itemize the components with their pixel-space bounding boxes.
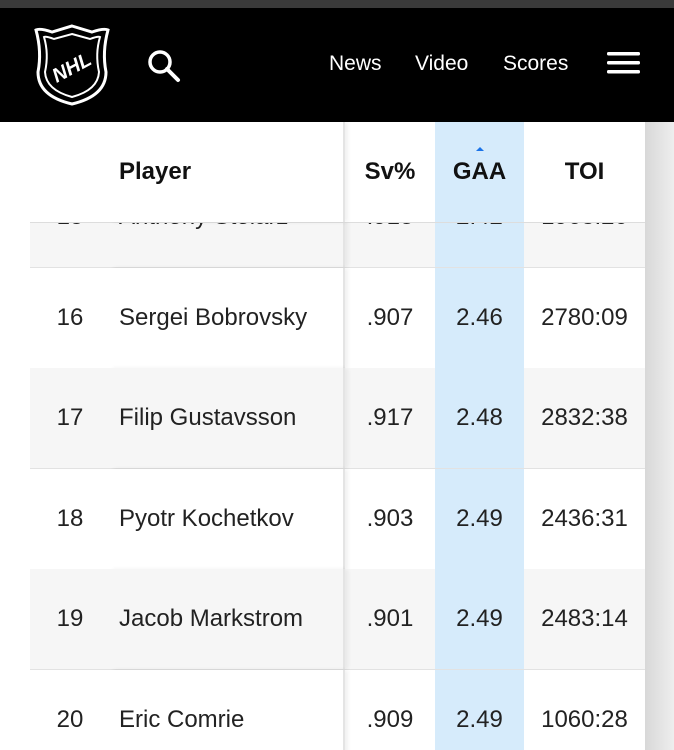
sort-arrow bbox=[476, 147, 484, 151]
table-row[interactable]: 20 Eric Comrie .909 2.49 1060:28 bbox=[30, 669, 645, 750]
table-cell: .917 bbox=[366, 404, 414, 431]
table-cell: 2780:09 bbox=[541, 303, 628, 331]
table-cell: 20 bbox=[56, 705, 84, 733]
table-cell: Jacob Markstrom bbox=[110, 569, 345, 669]
table-cell: .903 bbox=[366, 504, 414, 532]
table-cell: 1060:28 bbox=[541, 705, 628, 733]
table-cell: 2.49 bbox=[435, 468, 524, 569]
nav-link[interactable]: News bbox=[329, 52, 382, 75]
menu-bar bbox=[607, 61, 640, 65]
logo-shield bbox=[34, 24, 110, 106]
column-header[interactable]: Player bbox=[110, 122, 345, 222]
scroll-shade bbox=[645, 122, 674, 750]
table-cell: Sergei Bobrovsky bbox=[110, 267, 345, 368]
table-cell: 2.48 bbox=[435, 368, 524, 468]
table-cell: 18 bbox=[56, 504, 84, 532]
search-glass bbox=[148, 50, 172, 74]
table-row[interactable]: 19 Jacob Markstrom .901 2.49 2483:14 bbox=[30, 569, 645, 670]
table-cell: 2436:31 bbox=[541, 504, 628, 532]
menu-bar bbox=[607, 70, 640, 74]
table-row[interactable]: 16 Sergei Bobrovsky .907 2.46 2780:09 bbox=[30, 267, 645, 369]
nav-link[interactable]: Scores bbox=[503, 52, 569, 75]
table-row[interactable]: 17 Filip Gustavsson .917 2.48 2832:38 bbox=[30, 368, 645, 469]
table-cell: Filip Gustavsson bbox=[110, 368, 345, 468]
table-cell: Pyotr Kochetkov bbox=[110, 468, 345, 569]
nhl-logo[interactable]: NHL bbox=[32, 22, 112, 106]
table-cell: 16 bbox=[56, 303, 84, 331]
table-cell: 2.49 bbox=[435, 569, 524, 669]
status-strip bbox=[0, 0, 674, 8]
table-cell: 2.46 bbox=[435, 267, 524, 368]
sort-triangle bbox=[476, 147, 484, 151]
column-header[interactable]: Sv% bbox=[364, 158, 416, 185]
search-icon[interactable] bbox=[146, 48, 182, 84]
column-header[interactable]: GAA bbox=[435, 122, 524, 222]
table-cell: .909 bbox=[366, 705, 414, 733]
logo-inner bbox=[42, 32, 102, 99]
table-cell: Eric Comrie bbox=[110, 669, 345, 750]
table-cell: 2483:14 bbox=[541, 605, 628, 632]
table-cell: 19 bbox=[56, 605, 84, 632]
menu-bar bbox=[607, 52, 640, 56]
table-cell: .901 bbox=[366, 605, 414, 632]
column-header[interactable]: TOI bbox=[564, 158, 605, 185]
nav-link[interactable]: Video bbox=[415, 52, 469, 75]
table-header: Player Sv% GAA TOI bbox=[30, 122, 645, 223]
nav-bar: NHL News Video Scores bbox=[0, 8, 674, 122]
table-cell: .907 bbox=[366, 303, 414, 331]
menu-icon[interactable] bbox=[607, 52, 641, 78]
table-cell: 17 bbox=[56, 404, 84, 431]
table-cell: 2832:38 bbox=[541, 404, 628, 431]
table-row[interactable]: 18 Pyotr Kochetkov .903 2.49 2436:31 bbox=[30, 468, 645, 570]
table-cell: 2.49 bbox=[435, 669, 524, 750]
search-handle bbox=[165, 67, 180, 82]
